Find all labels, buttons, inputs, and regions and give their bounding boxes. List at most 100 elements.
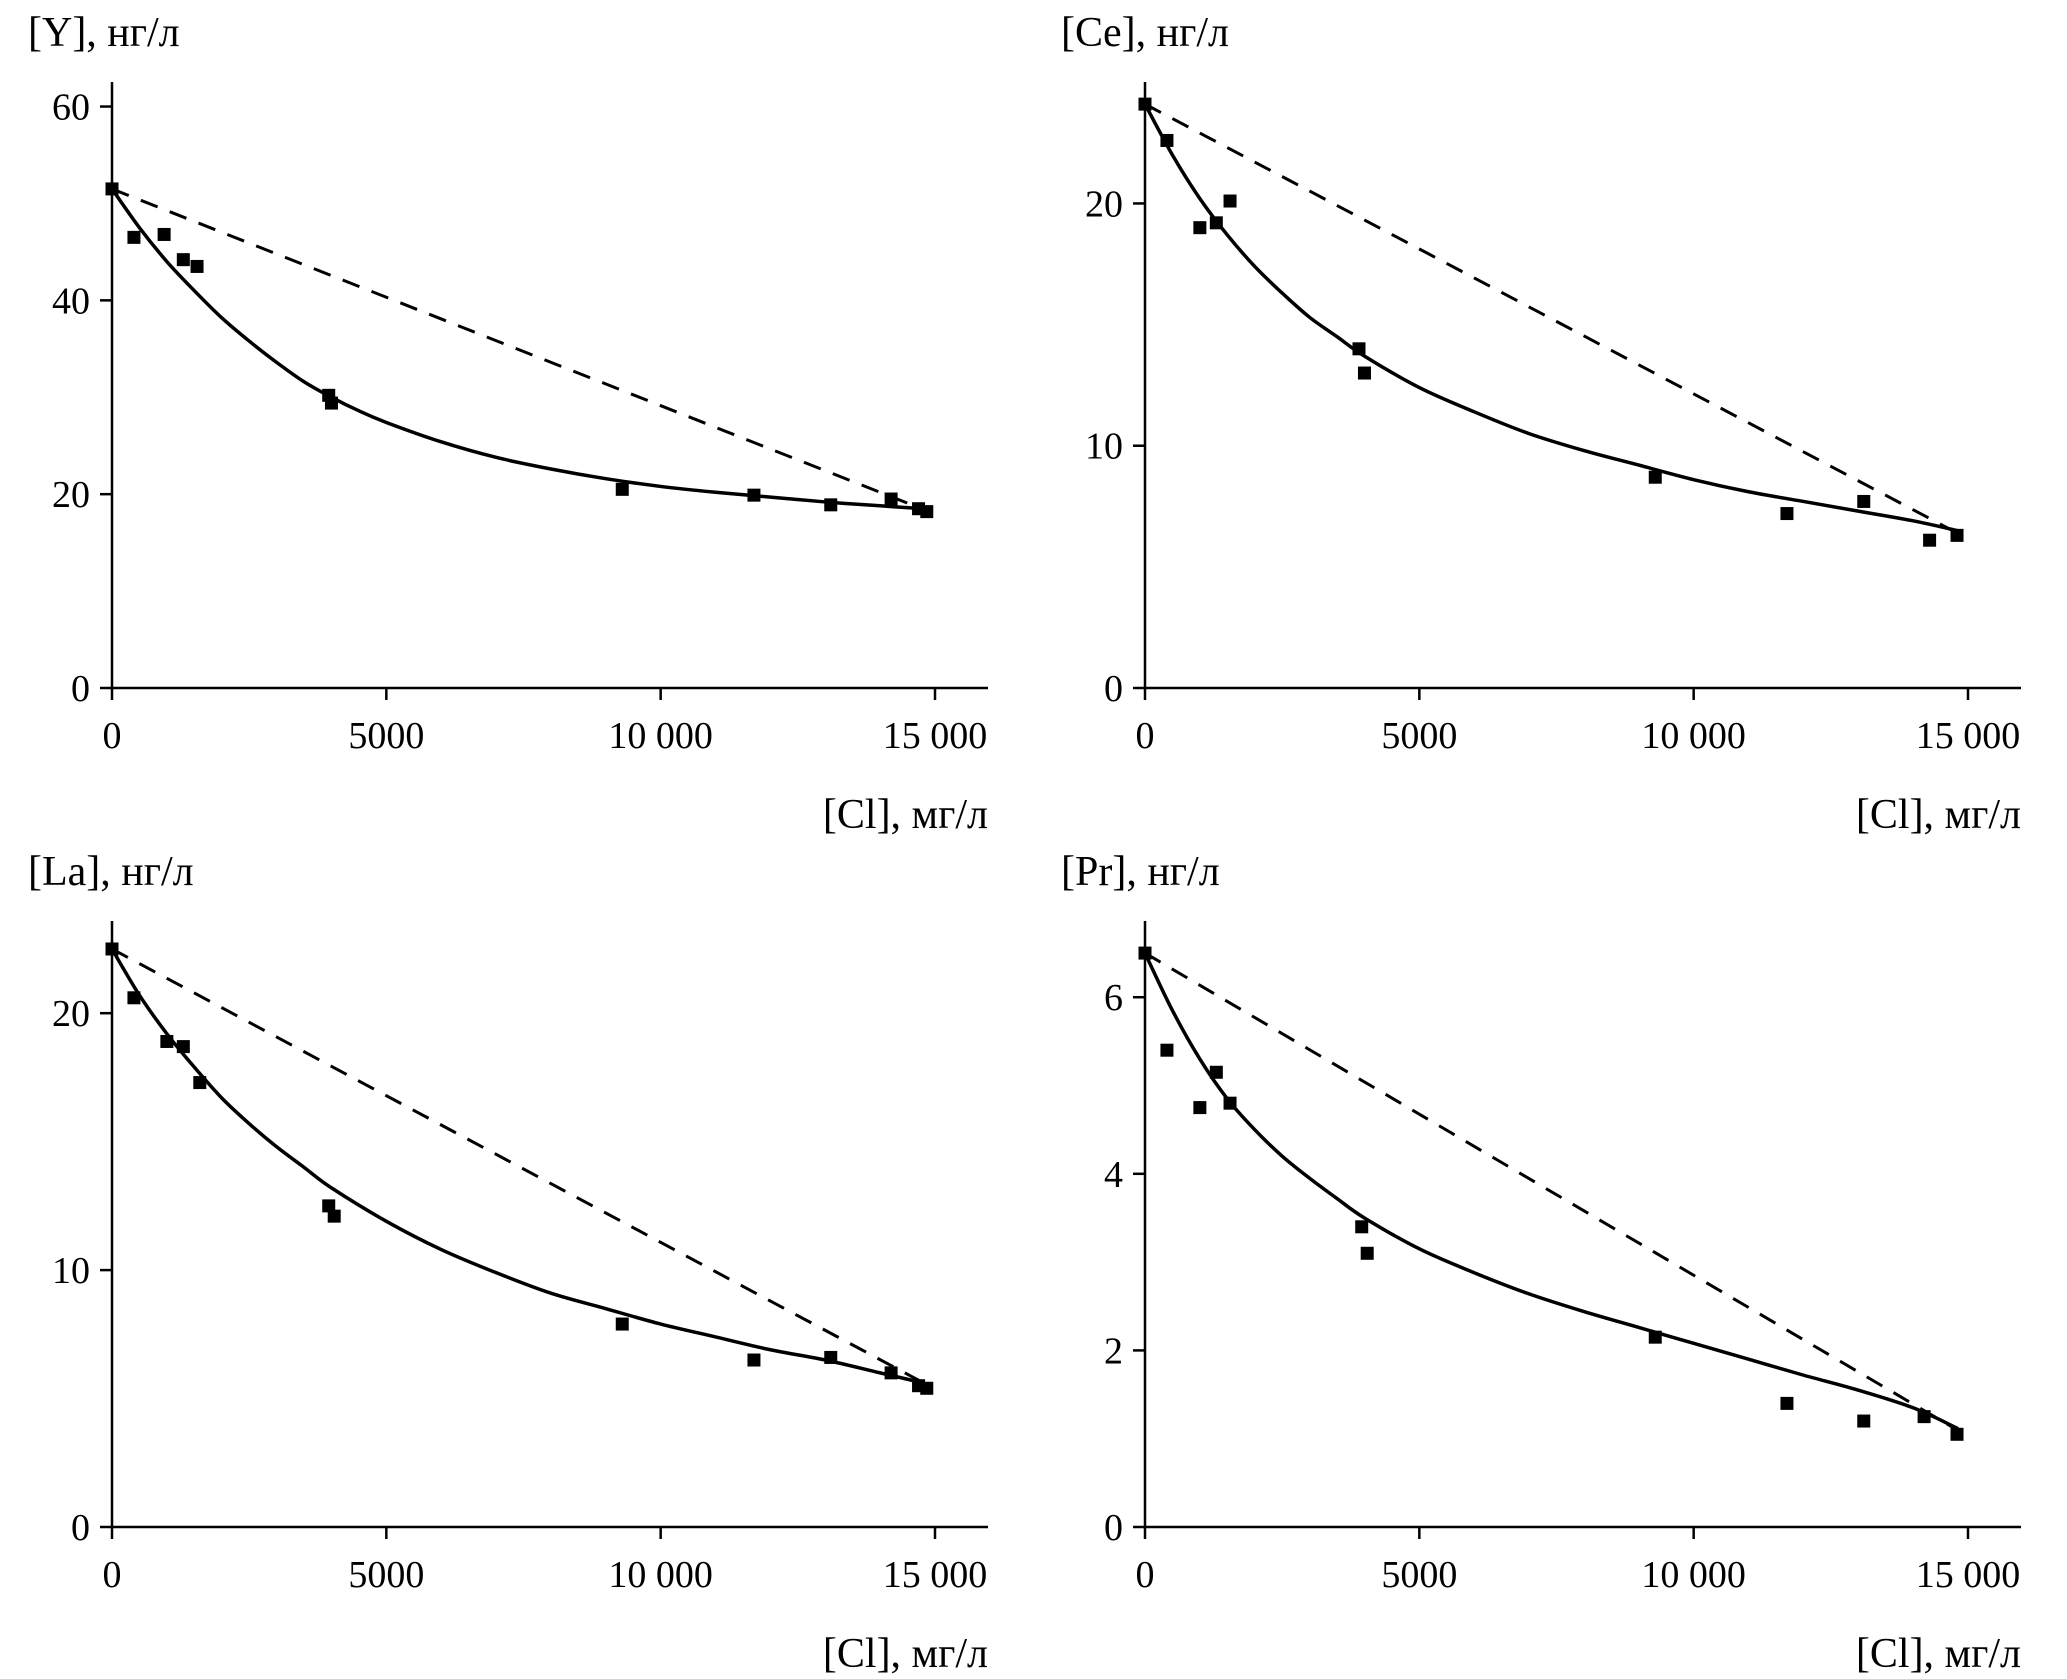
chart-title: [Y], нг/л	[28, 10, 180, 56]
x-tick-label: 10 000	[608, 1554, 713, 1596]
y-tick-label: 60	[52, 87, 90, 129]
data-point	[747, 488, 761, 502]
data-point	[1950, 1427, 1964, 1441]
chart-svg-pr: [Pr], нг/л 0 5000 10 000 15 000 0 2 4 6 [Cl], м…	[1061, 849, 2021, 1677]
data-point	[1138, 97, 1152, 111]
data-point	[157, 227, 171, 241]
data-point	[884, 492, 898, 506]
x-tick-label: 0	[1136, 715, 1155, 757]
y-tick-label: 0	[71, 1507, 90, 1549]
x-tick-label: 10 000	[1641, 1554, 1746, 1596]
data-point	[1780, 1396, 1794, 1410]
y-tick-label: 4	[1104, 1154, 1123, 1196]
y-tick-label: 20	[1085, 183, 1123, 225]
data-point	[747, 1353, 761, 1367]
mixing-line	[111, 187, 925, 512]
chart-svg-ce: [Ce], нг/л 0 5000 10 000 15 000 0 10 20 [Cl], …	[1061, 10, 2021, 838]
mixing-line	[1144, 951, 1958, 1432]
x-axis-label: [Cl], мг/л	[1856, 792, 2021, 838]
chart-panel-la: [La], нг/л 0 5000 10 000 15 000 0 10 20 [Cl], …	[0, 839, 1033, 1679]
chart-panel-y: [Y], нг/л 0 5000 10 000 15 000 0 20 40 60 [Cl],…	[0, 0, 1033, 839]
y-tick-label: 2	[1104, 1330, 1123, 1372]
x-tick-label: 0	[103, 1554, 122, 1596]
data-point	[1648, 470, 1662, 484]
data-point	[1193, 1101, 1207, 1115]
x-tick-label: 15 000	[883, 1554, 988, 1596]
data-point	[884, 1366, 898, 1380]
data-point	[1917, 1410, 1931, 1424]
x-tick-label: 5000	[348, 1554, 424, 1596]
data-point	[1223, 194, 1237, 208]
data-point	[1193, 221, 1207, 235]
plot-area: 0 5000 10 000 15 000 0 10 20	[52, 921, 988, 1596]
data-point	[1138, 946, 1152, 960]
data-point	[1780, 507, 1794, 521]
x-axis-label: [Cl], мг/л	[823, 792, 988, 838]
data-point	[105, 182, 119, 196]
y-tick-label: 0	[1104, 668, 1123, 710]
y-tick-label: 20	[52, 474, 90, 516]
data-point	[1160, 133, 1174, 147]
chart-title: [Ce], нг/л	[1061, 10, 1229, 56]
y-tick-label: 40	[52, 280, 90, 322]
y-tick-label: 0	[1104, 1507, 1123, 1549]
y-tick-label: 6	[1104, 977, 1123, 1019]
x-tick-label: 10 000	[608, 715, 713, 757]
chart-title: [Pr], нг/л	[1061, 849, 1220, 895]
data-point	[190, 259, 204, 273]
chart-svg-y: [Y], нг/л 0 5000 10 000 15 000 0 20 40 60 [Cl],…	[28, 10, 988, 838]
chart-panel-pr: [Pr], нг/л 0 5000 10 000 15 000 0 2 4 6 [Cl], м…	[1033, 839, 2067, 1679]
data-point	[193, 1076, 207, 1090]
data-point	[1857, 494, 1871, 508]
chart-title: [La], нг/л	[28, 849, 194, 895]
x-tick-label: 5000	[1381, 1554, 1457, 1596]
data-point	[1950, 528, 1964, 542]
plot-area: 0 5000 10 000 15 000 0 20 40 60	[52, 82, 988, 757]
data-point	[127, 230, 141, 244]
chart-svg-la: [La], нг/л 0 5000 10 000 15 000 0 10 20 [Cl], …	[28, 849, 988, 1677]
y-tick-label: 20	[52, 993, 90, 1035]
data-point	[127, 991, 141, 1005]
trend-curve	[1143, 102, 1959, 533]
x-tick-label: 5000	[1381, 715, 1457, 757]
data-point	[1352, 342, 1366, 356]
data-point	[176, 1040, 190, 1054]
data-point	[615, 482, 629, 496]
data-point	[1360, 1246, 1374, 1260]
data-point	[1160, 1043, 1174, 1057]
chart-panel-ce: [Ce], нг/л 0 5000 10 000 15 000 0 10 20 [Cl], …	[1033, 0, 2067, 839]
mixing-line	[111, 947, 925, 1385]
x-tick-label: 15 000	[883, 715, 988, 757]
x-tick-label: 0	[103, 715, 122, 757]
x-tick-label: 5000	[348, 715, 424, 757]
data-point	[1923, 533, 1937, 547]
x-tick-label: 15 000	[1916, 715, 2021, 757]
data-point	[1209, 216, 1223, 230]
x-axis-label: [Cl], мг/л	[1856, 1631, 2021, 1677]
mixing-line	[1144, 102, 1958, 535]
data-point	[1857, 1414, 1871, 1428]
data-point	[920, 1381, 934, 1395]
data-point	[1355, 1220, 1369, 1234]
data-point	[324, 396, 338, 410]
x-axis-label: [Cl], мг/л	[823, 1631, 988, 1677]
data-point	[824, 1350, 838, 1364]
plot-area: 0 5000 10 000 15 000 0 2 4 6	[1104, 921, 2021, 1596]
data-point	[1357, 366, 1371, 380]
data-point	[105, 942, 119, 956]
plot-area: 0 5000 10 000 15 000 0 10 20	[1085, 82, 2021, 757]
data-point	[1209, 1065, 1223, 1079]
data-point	[615, 1317, 629, 1331]
x-tick-label: 0	[1136, 1554, 1155, 1596]
data-point	[1648, 1330, 1662, 1344]
trend-curve	[110, 947, 926, 1385]
data-point	[176, 253, 190, 267]
data-point	[327, 1209, 341, 1223]
data-point	[160, 1034, 174, 1048]
x-tick-label: 10 000	[1641, 715, 1746, 757]
data-point	[1223, 1096, 1237, 1110]
data-point	[322, 1199, 336, 1213]
data-point	[824, 498, 838, 512]
y-tick-label: 10	[52, 1250, 90, 1292]
